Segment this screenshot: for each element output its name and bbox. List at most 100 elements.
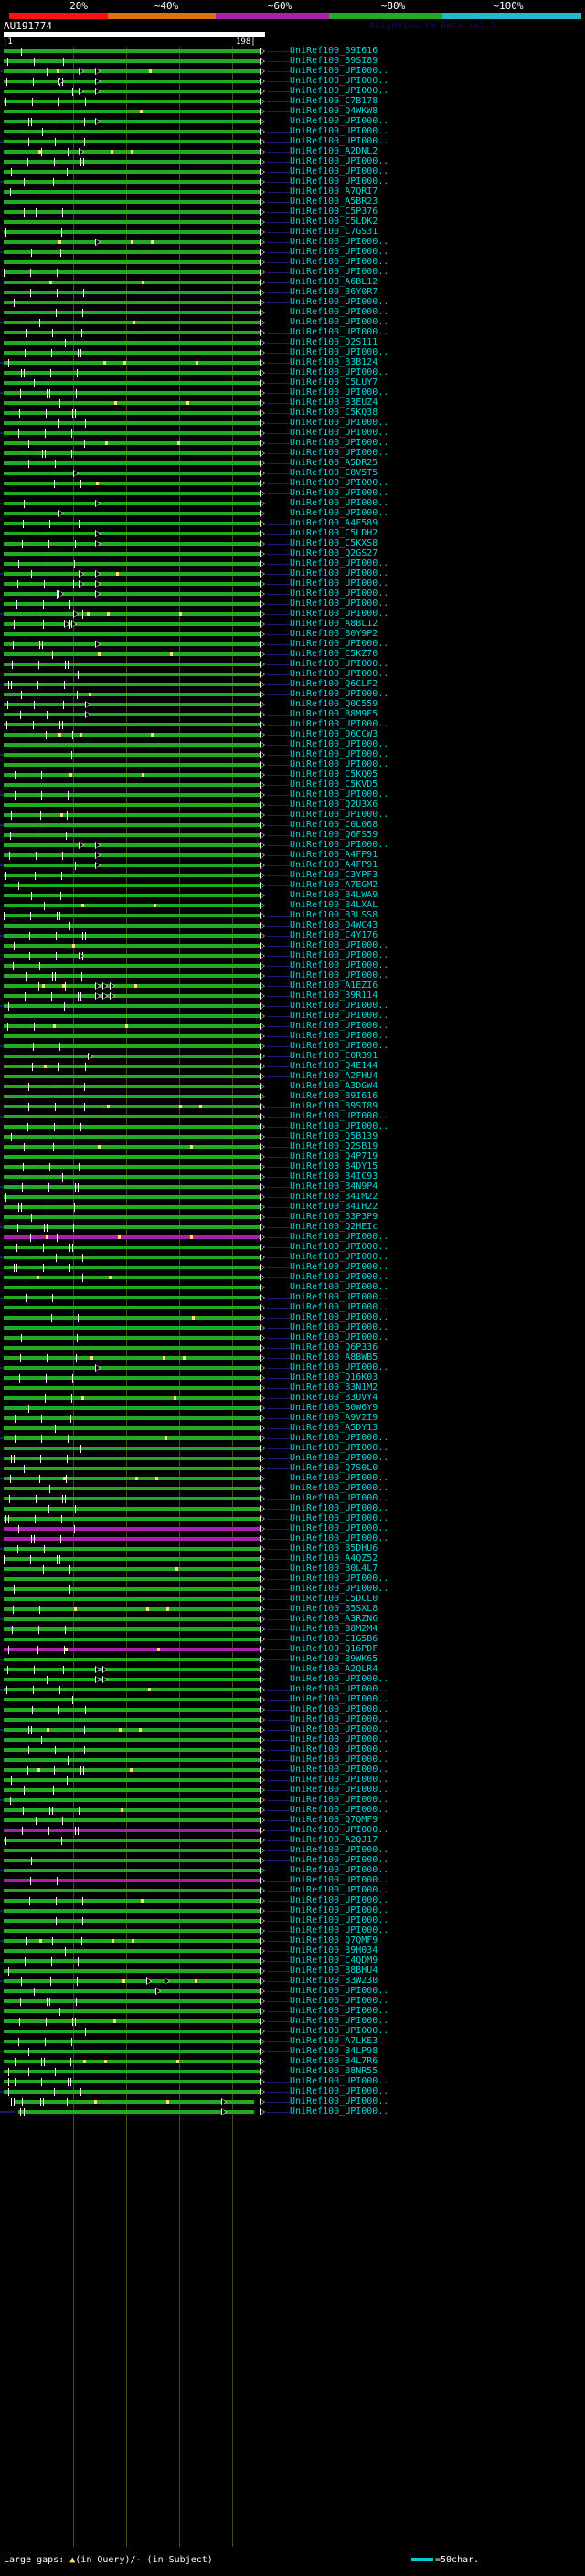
hsp-bar[interactable] [4,411,260,415]
table-row[interactable]: UniRef100_UPI000.. [0,1121,585,1132]
hit-accession-link[interactable]: UniRef100_Q5B139 [290,1131,378,1141]
table-row[interactable]: UniRef100_UPI000.. [0,790,585,800]
hsp-bar[interactable] [4,1396,260,1400]
table-row[interactable]: UniRef100_UPI000.. [0,1272,585,1283]
hsp-bar[interactable] [4,1728,260,1732]
table-row[interactable]: UniRef100_B3EUZ4 [0,398,585,408]
hit-accession-link[interactable]: UniRef100_UPI000.. [290,438,389,448]
hit-accession-link[interactable]: UniRef100_Q4E144 [290,1061,378,1071]
hit-accession-link[interactable]: UniRef100_UPI000.. [290,1503,389,1513]
hit-accession-link[interactable]: UniRef100_UPI000.. [290,1332,389,1342]
hsp-bar[interactable] [4,803,260,807]
table-row[interactable]: UniRef100_C7GS31 [0,227,585,238]
hsp-bar[interactable] [4,652,260,656]
hsp-bar[interactable] [4,130,260,133]
table-row[interactable]: UniRef100_B9R114 [0,991,585,1002]
hsp-bar[interactable] [4,1507,260,1511]
hit-accession-link[interactable]: UniRef100_UPI000.. [290,950,389,960]
hsp-bar[interactable] [4,1527,260,1531]
hit-accession-link[interactable]: UniRef100_B4IM22 [290,1192,378,1202]
hsp-bar[interactable] [4,622,260,626]
hit-accession-link[interactable]: UniRef100_B4DY15 [290,1161,378,1171]
hit-accession-link[interactable]: UniRef100_C4QDM9 [290,1956,378,1966]
table-row[interactable]: UniRef100_UPI000.. [0,749,585,760]
hsp-bar[interactable] [4,572,260,576]
hit-accession-link[interactable]: UniRef100_C8V5T5 [290,468,378,478]
hit-accession-link[interactable]: UniRef100_C5KVD5 [290,779,378,790]
hit-accession-link[interactable]: UniRef100_B3UVY4 [290,1393,378,1403]
table-row[interactable]: UniRef100_B4LP98 [0,2046,585,2057]
hit-accession-link[interactable]: UniRef100_UPI000.. [290,267,389,277]
table-row[interactable]: UniRef100_UPI000.. [0,176,585,187]
hit-accession-link[interactable]: UniRef100_UPI000.. [290,66,389,76]
hit-accession-link[interactable]: UniRef100_UPI000.. [290,1674,389,1684]
hsp-bar[interactable] [4,361,260,365]
table-row[interactable]: UniRef100_B3LSS8 [0,910,585,921]
table-row[interactable]: UniRef100_B5DHU6 [0,1543,585,1554]
hit-accession-link[interactable]: UniRef100_C5LDH2 [290,528,378,538]
table-row[interactable]: UniRef100_C5LDK2 [0,217,585,228]
table-row[interactable]: UniRef100_B3W230 [0,1976,585,1987]
table-row[interactable]: UniRef100_UPI000.. [0,1001,585,1012]
hit-accession-link[interactable]: UniRef100_C5LDK2 [290,217,378,227]
table-row[interactable]: UniRef100_UPI000.. [0,599,585,610]
hit-accession-link[interactable]: UniRef100_Q2GS27 [290,548,378,558]
hsp-bar[interactable] [4,1859,260,1862]
hit-accession-link[interactable]: UniRef100_A5BR23 [290,196,378,207]
hsp-bar[interactable] [4,502,260,505]
table-row[interactable]: UniRef100_UPI000.. [0,1443,585,1454]
table-row[interactable]: UniRef100_UPI000.. [0,1473,585,1484]
table-row[interactable]: UniRef100_UPI000.. [0,940,585,951]
hsp-bar[interactable] [4,642,260,646]
hsp-bar[interactable] [4,311,260,314]
hit-accession-link[interactable]: UniRef100_UPI000.. [290,1855,389,1865]
hit-accession-link[interactable]: UniRef100_B4IH22 [290,1202,378,1212]
hit-accession-link[interactable]: UniRef100_UPI000.. [290,367,389,377]
hit-accession-link[interactable]: UniRef100_C5P376 [290,207,378,217]
table-row[interactable]: UniRef100_UPI000.. [0,508,585,519]
hit-accession-link[interactable]: UniRef100_B9SI89 [290,56,378,66]
hit-accession-link[interactable]: UniRef100_B3LSS8 [290,910,378,920]
table-row[interactable]: UniRef100_UPI000.. [0,1332,585,1343]
table-row[interactable]: UniRef100_UPI000.. [0,116,585,127]
hsp-bar[interactable] [4,542,260,546]
hit-accession-link[interactable]: UniRef100_UPI000.. [290,2016,389,2026]
hit-accession-link[interactable]: UniRef100_UPI000.. [290,1031,389,1041]
hsp-bar[interactable] [4,2030,260,2033]
hsp-bar[interactable] [4,1678,260,1681]
table-row[interactable]: UniRef100_UPI000.. [0,2076,585,2087]
hit-accession-link[interactable]: UniRef100_UPI000.. [290,759,389,769]
hit-accession-link[interactable]: UniRef100_UPI000.. [290,609,389,619]
hit-accession-link[interactable]: UniRef100_UPI000.. [290,1805,389,1815]
hsp-bar[interactable] [4,1326,260,1330]
table-row[interactable]: UniRef100_UPI000.. [0,669,585,680]
hsp-bar[interactable] [4,1979,260,1983]
table-row[interactable]: UniRef100_UPI000.. [0,1031,585,1042]
hsp-bar[interactable] [4,49,260,53]
table-row[interactable]: UniRef100_C3YPF3 [0,870,585,881]
hsp-bar[interactable] [4,482,260,485]
hsp-bar[interactable] [4,904,260,907]
hit-accession-link[interactable]: UniRef100_Q4WKW8 [290,106,378,116]
table-row[interactable]: UniRef100_UPI000.. [0,267,585,278]
hsp-bar[interactable] [4,1597,260,1601]
hsp-bar[interactable] [4,512,260,515]
table-row[interactable]: UniRef100_Q5B139 [0,1131,585,1142]
hsp-bar[interactable] [4,632,260,636]
hit-accession-link[interactable]: UniRef100_UPI000.. [290,1775,389,1785]
hit-accession-link[interactable]: UniRef100_UPI000.. [290,247,389,257]
hit-accession-link[interactable]: UniRef100_UPI000.. [290,2106,389,2116]
hit-accession-link[interactable]: UniRef100_B4LP98 [290,2046,378,2056]
hsp-bar[interactable] [4,552,260,556]
table-row[interactable]: UniRef100_C4Y176 [0,930,585,941]
table-row[interactable]: UniRef100_UPI000.. [0,568,585,579]
hit-accession-link[interactable]: UniRef100_UPI000.. [290,1885,389,1895]
hit-accession-link[interactable]: UniRef100_B4LWA9 [290,890,378,900]
table-row[interactable]: UniRef100_A8BWB5 [0,1352,585,1363]
hit-accession-link[interactable]: UniRef100_A9V2I9 [290,1413,378,1423]
hsp-bar[interactable] [4,1557,260,1561]
hit-accession-link[interactable]: UniRef100_UPI000.. [290,1433,389,1443]
hsp-bar[interactable] [4,1919,260,1923]
hsp-bar[interactable] [4,1477,260,1480]
hsp-bar[interactable] [4,693,260,696]
